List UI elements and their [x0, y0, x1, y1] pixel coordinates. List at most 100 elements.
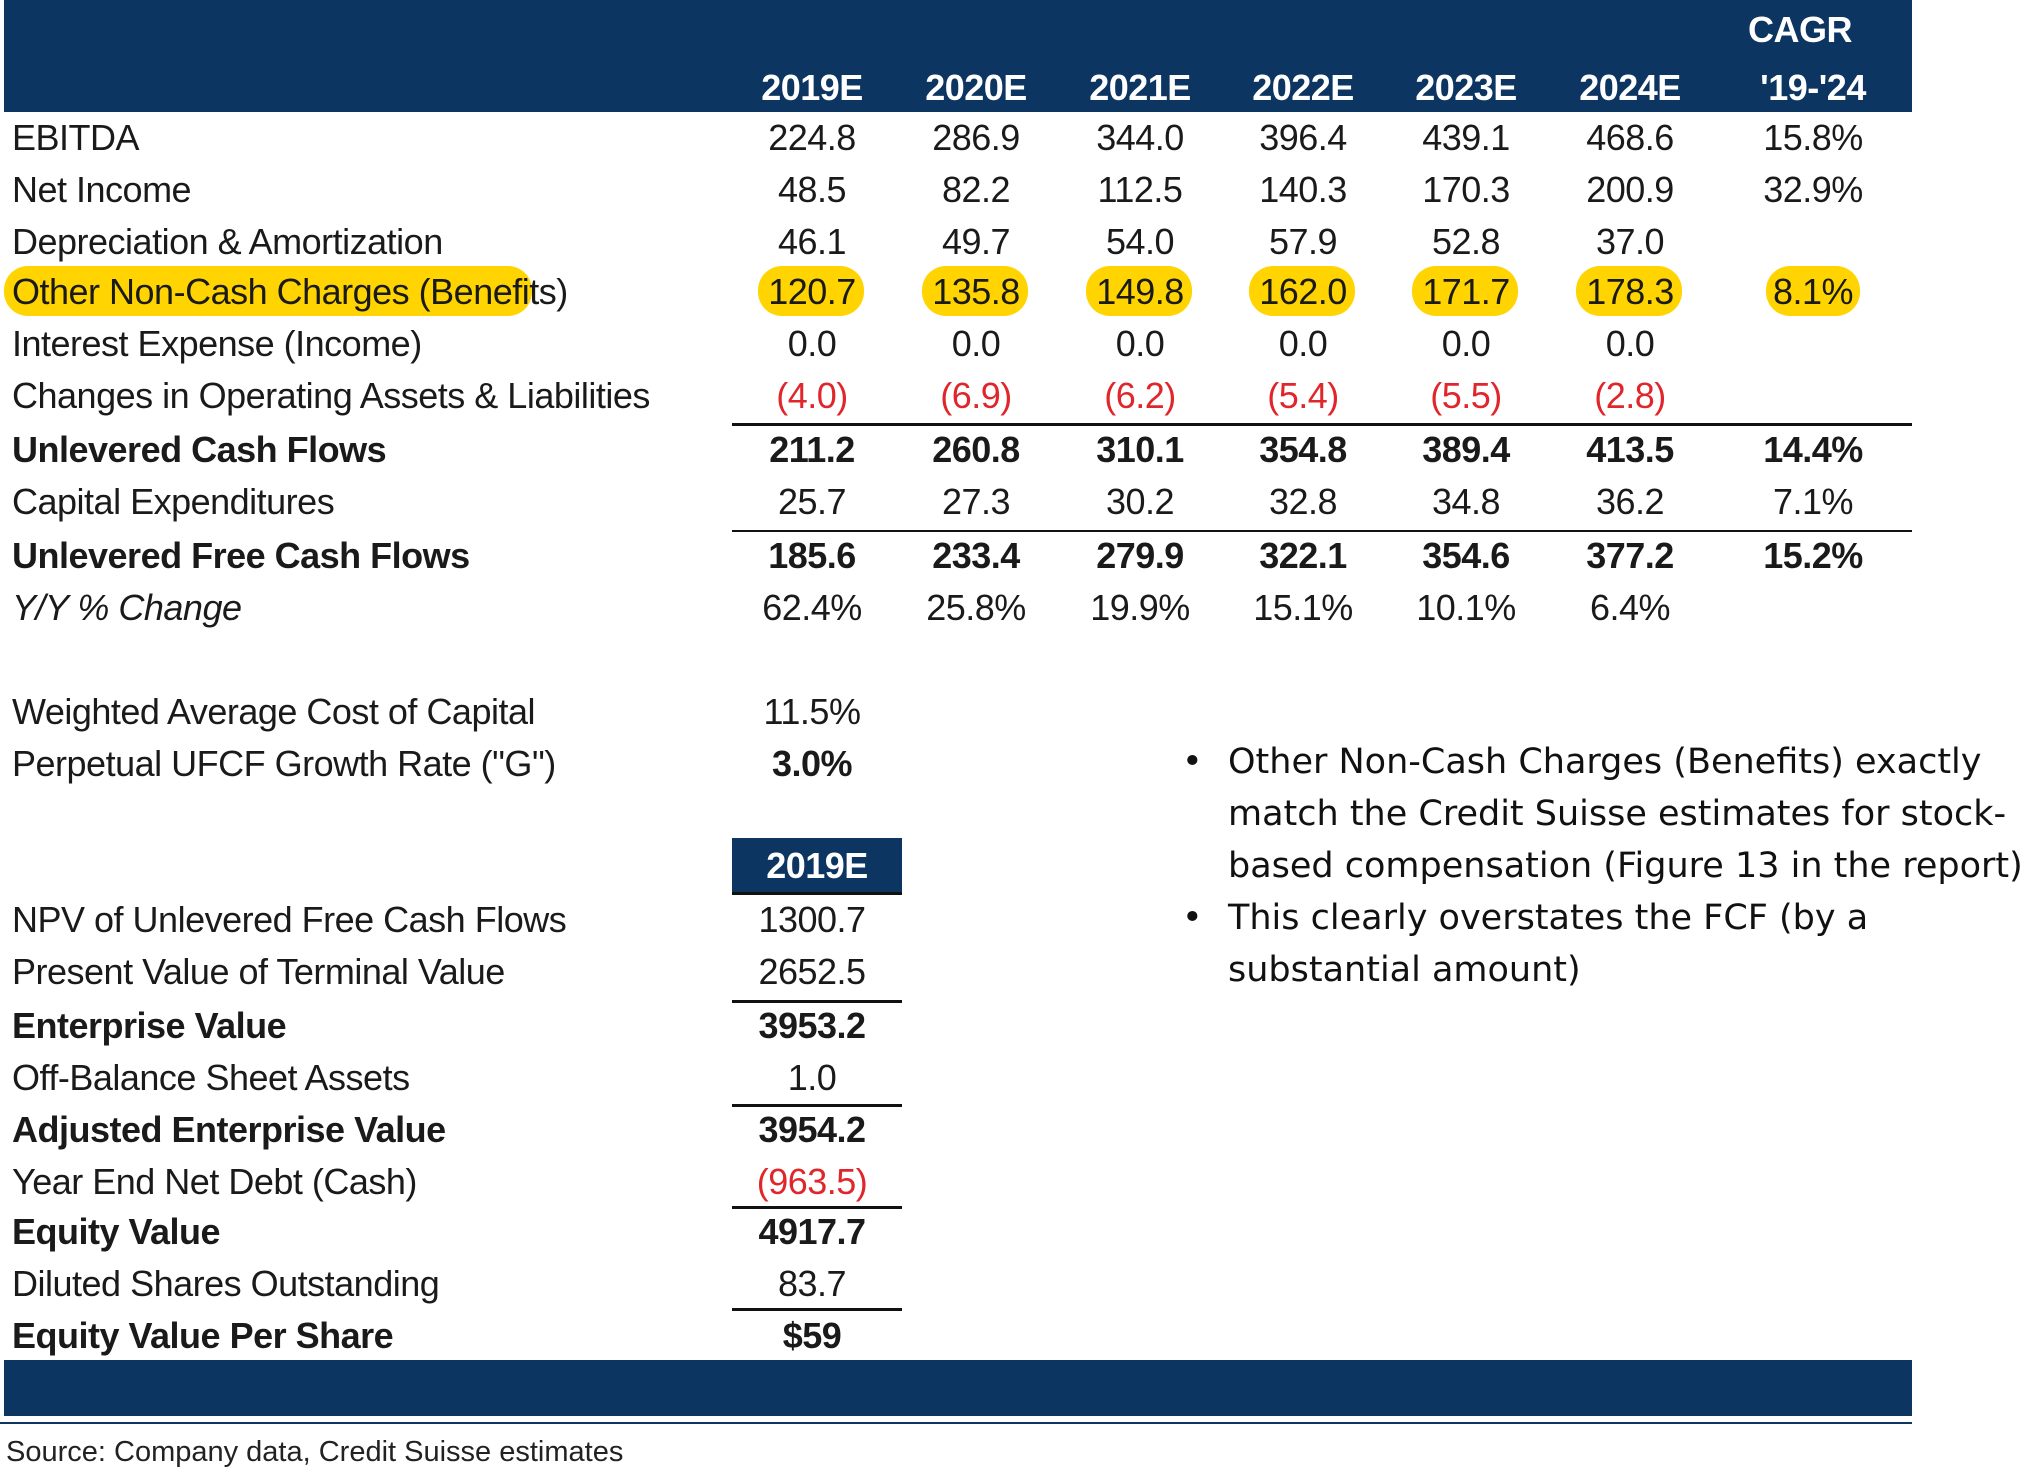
rule-per-share	[732, 1308, 902, 1311]
row-label: Capital Expenditures	[12, 481, 335, 522]
row-value: 19.9%	[1090, 587, 1190, 628]
row-cagr: 14.4%	[1763, 429, 1863, 470]
valuation-value: 83.7	[777, 1263, 847, 1304]
row-value: 185.6	[768, 535, 856, 576]
row-value: 322.1	[1259, 535, 1347, 576]
header-year-2019: 2019E	[761, 67, 863, 108]
header-cagr-title: CAGR	[1748, 9, 1853, 50]
header-year-2024: 2024E	[1579, 67, 1681, 108]
valuation-value: $59	[782, 1315, 842, 1356]
row-value: 30.2	[1105, 481, 1175, 522]
note-item: • Other Non-Cash Charges (Benefits) exact…	[1170, 736, 2030, 892]
row-value: (2.8)	[1594, 375, 1666, 416]
note-text: Other Non-Cash Charges (Benefits) exactl…	[1228, 742, 2023, 886]
header-cagr-period: '19-'24	[1760, 67, 1866, 108]
valuation-header-box	[732, 838, 902, 892]
row-cagr: 15.8%	[1763, 117, 1863, 158]
source-divider	[0, 1422, 1912, 1424]
rule-valuation-header	[732, 892, 902, 895]
commentary-notes: • Other Non-Cash Charges (Benefits) exact…	[1170, 736, 2030, 996]
row-label: Net Income	[12, 169, 192, 210]
header-year-2022: 2022E	[1252, 67, 1354, 108]
row-value: 46.1	[777, 221, 847, 262]
row-cagr: 15.2%	[1763, 535, 1863, 576]
rule-enterprise-value	[732, 1000, 902, 1003]
row-value: 439.1	[1422, 117, 1510, 158]
valuation-label: Year End Net Debt (Cash)	[12, 1161, 417, 1202]
row-cagr: 7.1%	[1772, 481, 1854, 522]
row-value: 468.6	[1586, 117, 1674, 158]
header-year-2021: 2021E	[1089, 67, 1191, 108]
row-value: 32.8	[1268, 481, 1338, 522]
row-value: 0.0	[787, 323, 837, 364]
row-value: 162.0	[1259, 271, 1347, 312]
valuation-label: Present Value of Terminal Value	[12, 951, 505, 992]
source-note: Source: Company data, Credit Suisse esti…	[6, 1436, 624, 1468]
row-label: Depreciation & Amortization	[12, 221, 443, 262]
row-value: 48.5	[777, 169, 847, 210]
row-label: Interest Expense (Income)	[12, 323, 422, 364]
row-value: 34.8	[1431, 481, 1501, 522]
valuation-label: Diluted Shares Outstanding	[12, 1263, 440, 1304]
row-label: EBITDA	[12, 117, 140, 158]
valuation-value: 1300.7	[758, 899, 866, 940]
row-value: 57.9	[1268, 221, 1338, 262]
row-value: (5.4)	[1267, 375, 1339, 416]
header-year-2020: 2020E	[925, 67, 1027, 108]
highlight-2023	[1412, 266, 1518, 316]
highlight-cagr	[1766, 266, 1860, 316]
row-label: Unlevered Cash Flows	[12, 429, 387, 470]
row-value: 37.0	[1595, 221, 1665, 262]
valuation-value: 3953.2	[758, 1005, 866, 1046]
valuation-label: Equity Value	[12, 1211, 221, 1252]
bullet-icon: •	[1182, 742, 1203, 782]
row-value: 413.5	[1586, 429, 1674, 470]
valuation-value: 1.0	[787, 1057, 837, 1098]
row-value: 389.4	[1422, 429, 1510, 470]
row-value: 135.8	[932, 271, 1020, 312]
row-value: 377.2	[1586, 535, 1674, 576]
row-value: 171.7	[1422, 271, 1510, 312]
valuation-value: (963.5)	[756, 1161, 868, 1202]
highlight-label	[4, 266, 532, 316]
row-value: 310.1	[1096, 429, 1184, 470]
rule-unlevered-cash-flows	[732, 423, 1912, 426]
valuation-label: Off-Balance Sheet Assets	[12, 1057, 410, 1098]
header-year-2023: 2023E	[1415, 67, 1517, 108]
row-value: 25.7	[777, 481, 847, 522]
valuation-value: 3954.2	[758, 1109, 866, 1150]
row-label: Unlevered Free Cash Flows	[12, 535, 470, 576]
wacc-value: 11.5%	[763, 691, 861, 732]
row-value: (6.2)	[1104, 375, 1176, 416]
highlight-2019	[758, 266, 864, 316]
row-label: Changes in Operating Assets & Liabilitie…	[12, 375, 650, 416]
growth-rate-label: Perpetual UFCF Growth Rate ("G")	[12, 743, 556, 784]
row-value: 54.0	[1105, 221, 1175, 262]
table-header-band	[4, 0, 1912, 112]
valuation-header-year: 2019E	[766, 845, 868, 886]
valuation-label: NPV of Unlevered Free Cash Flows	[12, 899, 567, 940]
row-value: 396.4	[1259, 117, 1347, 158]
row-value: 200.9	[1586, 169, 1674, 210]
table-footer-band	[4, 1360, 1912, 1416]
rule-equity-value	[732, 1206, 902, 1209]
highlight-2022	[1249, 266, 1355, 316]
row-value: 52.8	[1431, 221, 1501, 262]
highlight-2024	[1576, 266, 1682, 316]
row-value: 120.7	[768, 271, 856, 312]
valuation-label: Enterprise Value	[12, 1005, 287, 1046]
note-item: • This clearly overstates the FCF (by a s…	[1170, 892, 2030, 996]
row-label: Other Non-Cash Charges (Benefits)	[12, 271, 568, 312]
row-value: 0.0	[1605, 323, 1655, 364]
row-value: 62.4%	[762, 587, 862, 628]
highlight-2020	[922, 266, 1028, 316]
row-value: 279.9	[1096, 535, 1184, 576]
highlight-2021	[1086, 266, 1192, 316]
row-value: 233.4	[932, 535, 1020, 576]
row-value: 0.0	[1115, 323, 1165, 364]
row-value: 112.5	[1097, 169, 1183, 210]
row-value: 0.0	[951, 323, 1001, 364]
valuation-label: Equity Value Per Share	[12, 1315, 394, 1356]
row-value: 354.6	[1422, 535, 1510, 576]
row-value: 170.3	[1422, 169, 1510, 210]
